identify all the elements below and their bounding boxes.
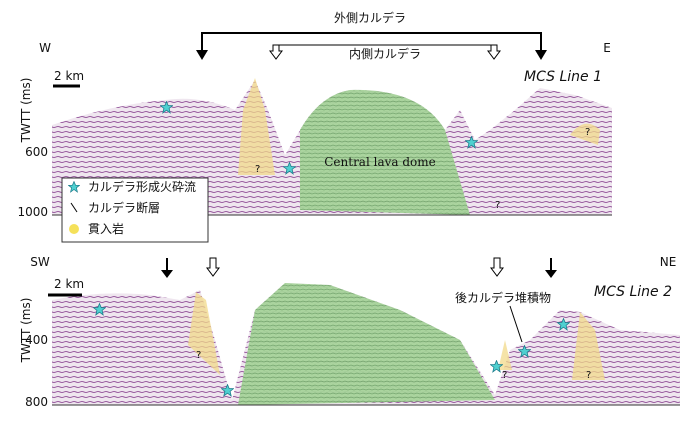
- y-axis-label: TWTT (ms): [19, 298, 33, 364]
- legend-item: カルデラ形成火砕流: [88, 179, 196, 194]
- east-label: E: [603, 41, 611, 55]
- sediment-label: 後カルデラ堆積物: [455, 290, 551, 305]
- legend-item: 貫入岩: [88, 221, 124, 236]
- uncertain-mark: ?: [586, 370, 591, 381]
- west-label: SW: [30, 255, 50, 269]
- panel-2: SW NE TWTT (ms) 400 800 2 km MCS Line 2 …: [19, 255, 680, 409]
- y-tick-label: 600: [25, 145, 48, 159]
- intrusion: [238, 78, 275, 175]
- scale-label: 2 km: [54, 69, 84, 83]
- uncertain-mark: ?: [585, 127, 590, 138]
- intrusion: [570, 123, 600, 145]
- intrusion: [188, 292, 220, 375]
- uncertain-mark: ?: [502, 370, 507, 381]
- intrusion-symbol: [69, 224, 79, 234]
- line-label: MCS Line 1: [524, 69, 602, 85]
- leader-line: [509, 305, 523, 343]
- y-tick-label: 1000: [17, 205, 48, 219]
- fault-symbol: [70, 202, 78, 213]
- y-tick-label: 400: [25, 333, 48, 347]
- dome-label: Central lava dome: [324, 155, 436, 169]
- scale-label: 2 km: [54, 277, 84, 291]
- y-axis-label: TWTT (ms): [19, 78, 33, 144]
- line-label: MCS Line 2: [594, 284, 672, 300]
- inner-caldera-label: 内側カルデラ: [349, 46, 421, 61]
- east-label: NE: [660, 255, 677, 269]
- uncertain-mark: ?: [495, 200, 500, 211]
- lava-dome: [300, 89, 470, 215]
- inner-arrows: [206, 257, 504, 277]
- outer-caldera-label: 外側カルデラ: [334, 10, 406, 25]
- inner-arrows: [269, 44, 501, 60]
- lava-dome: [238, 283, 495, 405]
- west-label: W: [39, 41, 51, 55]
- outer-bracket: [201, 32, 542, 58]
- legend-box: [61, 177, 209, 243]
- uncertain-mark: ?: [255, 164, 260, 175]
- legend: カルデラ形成火砕流 カルデラ断層 貫入岩: [61, 177, 209, 243]
- y-tick-label: 800: [25, 395, 48, 409]
- uncertain-mark: ?: [196, 350, 201, 361]
- intrusion: [498, 340, 512, 370]
- intrusion: [572, 312, 605, 380]
- legend-item: カルデラ断層: [88, 200, 160, 215]
